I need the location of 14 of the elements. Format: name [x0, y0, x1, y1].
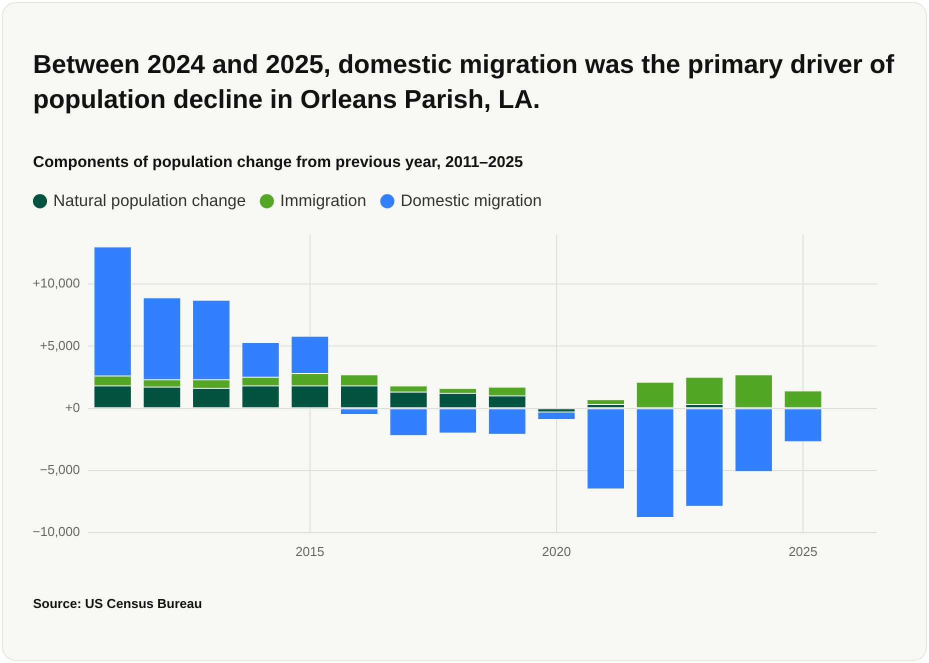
y-tick-label: +5,000 — [40, 338, 80, 353]
legend-label: Domestic migration — [400, 192, 542, 210]
x-tick-label: 2015 — [295, 544, 324, 559]
source-note: Source: US Census Bureau — [33, 596, 202, 611]
legend-label: Natural population change — [53, 192, 246, 210]
chart-title: Between 2024 and 2025, domestic migration was the primary driver of population decline in Orleans Parish, LA. — [33, 48, 896, 116]
y-tick-label: +0 — [65, 400, 80, 415]
x-tick-label: 2020 — [542, 544, 571, 559]
y-tick-label: +10,000 — [32, 276, 80, 291]
y-tick-label: −5,000 — [40, 462, 80, 477]
chart-subtitle: Components of population change from previous year, 2011–2025 — [33, 154, 523, 172]
legend-label: Immigration — [280, 192, 366, 210]
y-tick-label: −10,000 — [32, 524, 80, 539]
x-tick-label: 2025 — [788, 544, 818, 559]
